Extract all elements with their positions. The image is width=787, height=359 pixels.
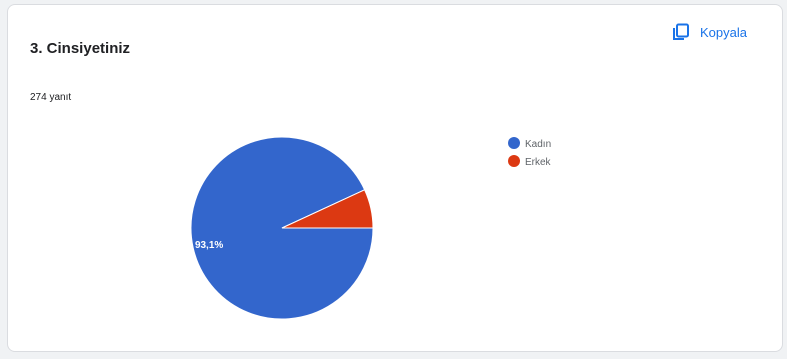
pie-slice-2 [281,189,374,229]
pie-slices [190,136,374,320]
copy-label: Kopyala [700,24,747,40]
pie-slice-label-1: 93,1% [195,240,223,251]
legend: Kadın Erkek [508,137,552,168]
question-card [7,4,783,352]
copy-button[interactable]: Kopyala [672,20,747,44]
legend-label-1: Kadın [525,139,551,150]
legend-label-2: Erkek [525,157,552,168]
copy-icon [673,23,689,40]
pie-labels: 93,1% [195,240,223,251]
response-count: 274 yanıt [30,92,72,103]
legend-swatch-2 [508,155,520,167]
legend-swatch-1 [508,137,520,149]
question-title: 3. Cinsiyetiniz [30,40,131,57]
